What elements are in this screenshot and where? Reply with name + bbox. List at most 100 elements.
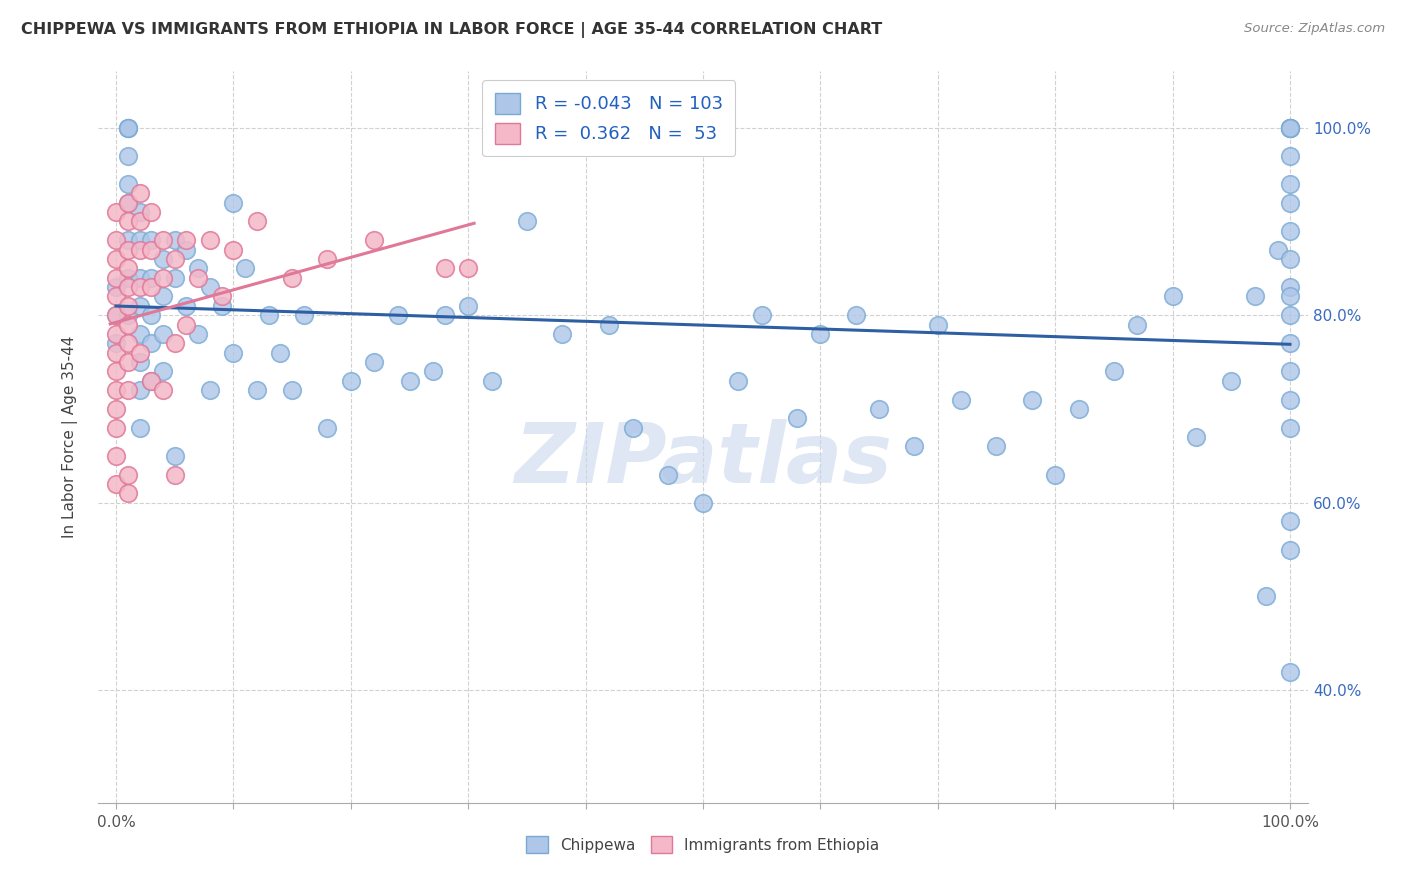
Point [105,336,128,351]
Point [176,318,198,332]
Point [211,289,233,303]
Point [176,299,198,313]
Point [105,308,128,322]
Point [128,186,150,201]
Point [246,214,269,228]
Point [481,374,503,388]
Point [233,261,256,276]
Point [105,345,128,359]
Point [222,345,245,359]
Point [176,233,198,247]
Point [621,420,644,434]
Point [141,308,163,322]
Legend: Chippewa, Immigrants from Ethiopia: Chippewa, Immigrants from Ethiopia [519,828,887,861]
Point [117,214,139,228]
Point [163,449,186,463]
Point [117,383,139,397]
Point [457,299,479,313]
Point [1278,289,1301,303]
Point [105,308,128,322]
Point [128,420,150,434]
Point [1278,149,1301,163]
Point [222,195,245,210]
Point [152,326,174,341]
Point [1278,665,1301,679]
Point [422,364,444,378]
Point [128,205,150,219]
Point [340,374,363,388]
Point [1278,364,1301,378]
Point [105,270,128,285]
Point [292,308,315,322]
Point [117,467,139,482]
Point [117,299,139,313]
Point [433,261,456,276]
Point [1278,120,1301,135]
Text: ZIPatlas: ZIPatlas [515,418,891,500]
Point [1256,590,1278,604]
Point [105,233,128,247]
Point [117,233,139,247]
Point [281,383,304,397]
Point [1278,542,1301,557]
Point [1278,120,1301,135]
Point [128,243,150,257]
Point [105,449,128,463]
Point [868,401,890,416]
Point [105,383,128,397]
Point [117,177,139,191]
Point [152,364,174,378]
Point [1278,420,1301,434]
Point [141,233,163,247]
Point [105,420,128,434]
Point [269,345,291,359]
Point [152,252,174,266]
Point [128,345,150,359]
Point [163,252,186,266]
Point [128,214,150,228]
Point [786,411,808,425]
Point [198,233,221,247]
Point [1102,364,1125,378]
Point [176,243,198,257]
Point [727,374,749,388]
Point [128,383,150,397]
Point [1278,224,1301,238]
Point [1278,177,1301,191]
Point [398,374,420,388]
Point [141,374,163,388]
Point [1067,401,1090,416]
Point [211,299,233,313]
Point [117,308,139,322]
Point [141,270,163,285]
Point [105,280,128,294]
Point [117,120,139,135]
Point [516,214,538,228]
Point [808,326,831,341]
Point [387,308,409,322]
Point [117,120,139,135]
Point [117,149,139,163]
Point [105,252,128,266]
Point [657,467,679,482]
Point [152,270,174,285]
Point [222,243,245,257]
Point [903,440,925,454]
Point [1278,120,1301,135]
Point [1278,308,1301,322]
Point [163,233,186,247]
Text: CHIPPEWA VS IMMIGRANTS FROM ETHIOPIA IN LABOR FORCE | AGE 35-44 CORRELATION CHAR: CHIPPEWA VS IMMIGRANTS FROM ETHIOPIA IN … [21,22,883,38]
Point [551,326,574,341]
Point [117,261,139,276]
Text: Source: ZipAtlas.com: Source: ZipAtlas.com [1244,22,1385,36]
Point [141,280,163,294]
Point [1278,392,1301,407]
Point [1220,374,1243,388]
Point [198,383,221,397]
Point [433,308,456,322]
Point [105,477,128,491]
Point [141,336,163,351]
Point [1278,280,1301,294]
Point [117,120,139,135]
Point [117,355,139,369]
